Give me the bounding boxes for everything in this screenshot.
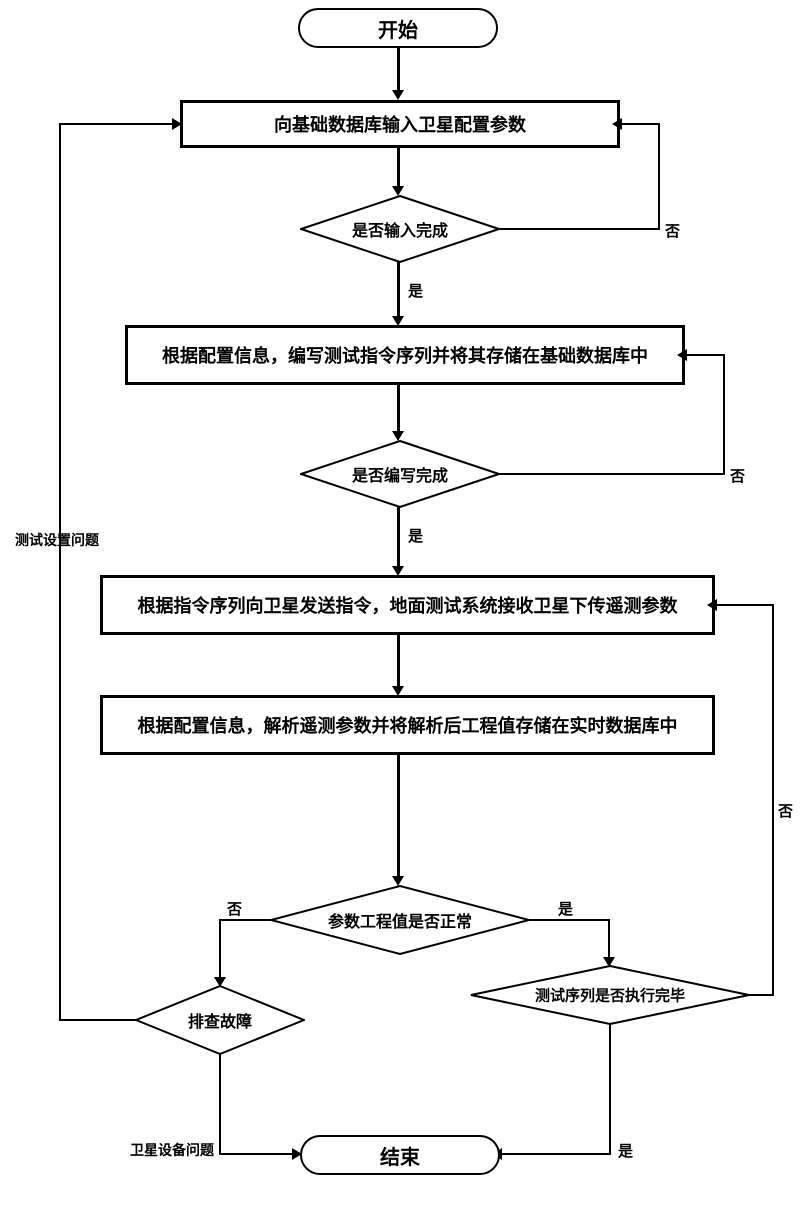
edge [723,355,725,475]
edge [609,1024,611,1154]
edge [219,919,221,979]
arrowhead [392,90,404,100]
edge [219,1153,294,1155]
process-write-sequence: 根据配置信息，编写测试指令序列并将其存储在基础数据库中 [125,325,685,385]
edge [749,994,774,996]
edge [500,1153,611,1155]
end-node: 结束 [300,1135,500,1175]
decision-troubleshoot: 排查故障 [135,985,305,1055]
process-parse-store: 根据配置信息，解析遥测参数并将解析后工程值存储在实时数据库中 [100,695,715,755]
decision-sequence-done: 测试序列是否执行完毕 [470,965,750,1025]
d4-label: 排查故障 [188,1008,252,1032]
p2-label: 根据配置信息，编写测试指令序列并将其存储在基础数据库中 [162,342,648,368]
edge [219,1054,221,1154]
decision-input-complete: 是否输入完成 [300,195,500,263]
satellite-issue-label: 卫星设备问题 [130,1140,214,1160]
yes-label: 是 [408,525,423,546]
edge [397,635,400,688]
start-node: 开始 [298,8,498,48]
end-label: 结束 [380,1141,420,1170]
d2-label: 是否编写完成 [352,462,448,486]
arrowhead [612,118,622,130]
no-label: 否 [227,898,242,919]
decision-write-complete: 是否编写完成 [300,440,500,508]
edge [397,755,400,878]
no-label: 否 [730,465,745,486]
edge [715,604,774,606]
edge [620,123,660,125]
no-label: 否 [778,800,793,821]
test-setup-issue-label: 测试设置问题 [15,530,99,550]
edge [397,262,400,318]
edge [608,919,610,959]
edge [59,124,61,1021]
p3-label: 根据指令序列向卫星发送指令，地面测试系统接收卫星下传遥测参数 [138,592,678,618]
d5-label: 测试序列是否执行完毕 [535,985,685,1006]
edge [500,473,725,475]
process-send-receive: 根据指令序列向卫星发送指令，地面测试系统接收卫星下传遥测参数 [100,575,715,635]
edge [397,48,400,92]
d1-label: 是否输入完成 [352,217,448,241]
edge [772,605,774,996]
yes-label: 是 [618,1140,633,1161]
process-input-params: 向基础数据库输入卫星配置参数 [180,100,620,148]
edge [528,919,610,921]
edge [59,123,174,125]
edge [60,1019,136,1021]
no-label: 否 [665,220,680,241]
decision-value-normal: 参数工程值是否正常 [270,885,530,955]
p4-label: 根据配置信息，解析遥测参数并将解析后工程值存储在实时数据库中 [138,712,678,738]
yes-label: 是 [558,898,573,919]
arrowhead [707,599,717,611]
arrowhead [677,349,687,361]
edge [685,354,725,356]
p1-label: 向基础数据库输入卫星配置参数 [274,111,526,137]
edge [658,124,660,230]
edge [397,148,400,188]
edge [397,507,400,568]
edge [397,385,400,433]
arrowhead [172,118,182,130]
edge [220,919,272,921]
yes-label: 是 [408,280,423,301]
start-label: 开始 [378,14,418,43]
edge [500,228,660,230]
d3-label: 参数工程值是否正常 [328,908,472,932]
